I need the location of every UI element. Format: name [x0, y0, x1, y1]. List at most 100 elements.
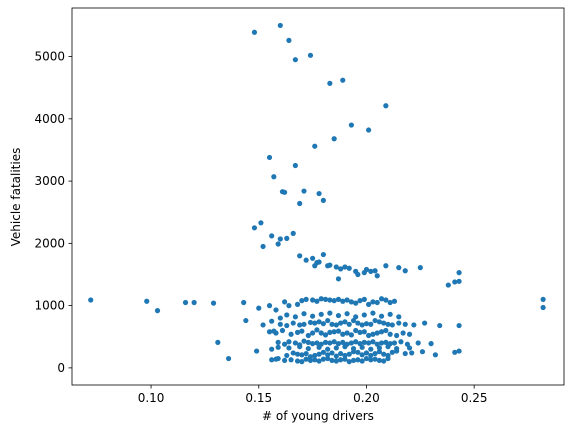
data-point [385, 355, 391, 362]
data-point [361, 296, 367, 302]
data-point [353, 327, 359, 334]
data-point [344, 297, 350, 303]
data-point [297, 322, 303, 328]
data-point [284, 312, 290, 318]
data-point [292, 57, 298, 63]
data-point [378, 296, 385, 302]
axes-frame [71, 7, 565, 386]
data-point [355, 357, 361, 363]
data-point [310, 255, 316, 261]
data-point [398, 339, 404, 345]
data-point [402, 321, 408, 327]
data-point [182, 299, 189, 306]
data-point [269, 233, 275, 239]
data-point [282, 299, 288, 305]
data-point [387, 299, 393, 306]
data-point [368, 268, 374, 274]
data-point [437, 322, 443, 329]
data-point [275, 339, 281, 345]
data-point [376, 349, 382, 355]
data-point [310, 330, 316, 336]
data-point [348, 299, 354, 305]
data-point [327, 297, 333, 303]
data-point [286, 339, 292, 345]
data-point [383, 103, 389, 109]
data-point [348, 122, 354, 128]
data-point [394, 332, 400, 339]
data-point [353, 314, 359, 320]
data-point [327, 80, 333, 86]
data-point [316, 319, 322, 325]
data-point [366, 301, 372, 307]
data-point [346, 265, 352, 271]
y-tick-label: 0 [57, 361, 65, 375]
data-point [374, 273, 380, 279]
data-point [260, 243, 266, 250]
data-point [307, 319, 314, 326]
data-point [361, 270, 367, 276]
data-point [310, 341, 316, 347]
data-point [288, 357, 294, 363]
data-point [277, 236, 283, 242]
data-point [271, 174, 277, 180]
data-point [299, 352, 305, 358]
data-point [241, 299, 247, 306]
data-point [383, 263, 389, 269]
data-point [368, 321, 374, 327]
data-point [282, 189, 288, 195]
data-point [286, 37, 292, 43]
data-point [320, 197, 326, 203]
data-point [154, 308, 161, 314]
data-point [290, 230, 296, 236]
data-point [301, 338, 307, 344]
data-point [333, 345, 339, 351]
y-tick-label: 1000 [34, 299, 65, 313]
data-point [320, 321, 326, 327]
data-point [359, 352, 365, 358]
data-points [88, 22, 546, 365]
data-point [282, 341, 288, 347]
data-point [376, 319, 382, 325]
data-point [353, 339, 359, 345]
data-point [299, 359, 305, 365]
data-point [325, 263, 331, 269]
data-point [342, 264, 348, 270]
data-point [327, 310, 333, 316]
data-point [357, 298, 363, 304]
data-point [344, 330, 350, 336]
data-point [290, 350, 296, 356]
data-point [301, 188, 307, 194]
data-point [338, 266, 344, 272]
data-point [452, 349, 458, 355]
data-point [396, 314, 402, 320]
data-point [333, 358, 339, 364]
data-point [355, 349, 361, 355]
data-point [316, 344, 322, 350]
data-point [314, 340, 320, 346]
data-point [372, 268, 378, 274]
data-point [355, 271, 361, 278]
data-point [359, 358, 365, 364]
data-point [350, 345, 357, 352]
data-point [88, 297, 94, 303]
data-point [342, 319, 348, 325]
data-point [402, 350, 408, 357]
data-point [359, 322, 365, 328]
data-point [361, 329, 367, 335]
data-point [316, 259, 322, 265]
data-point [374, 330, 380, 336]
data-point [320, 349, 326, 355]
data-point [342, 352, 348, 359]
data-point [327, 329, 333, 335]
data-point [144, 298, 150, 304]
data-point [335, 312, 342, 319]
data-point [290, 320, 296, 326]
data-point [340, 339, 346, 345]
data-point [372, 350, 378, 357]
data-point [445, 282, 451, 288]
data-point [348, 340, 354, 346]
data-point [316, 351, 322, 357]
y-axis-label: Vehicle fatalities [9, 148, 23, 247]
data-point [282, 357, 288, 364]
